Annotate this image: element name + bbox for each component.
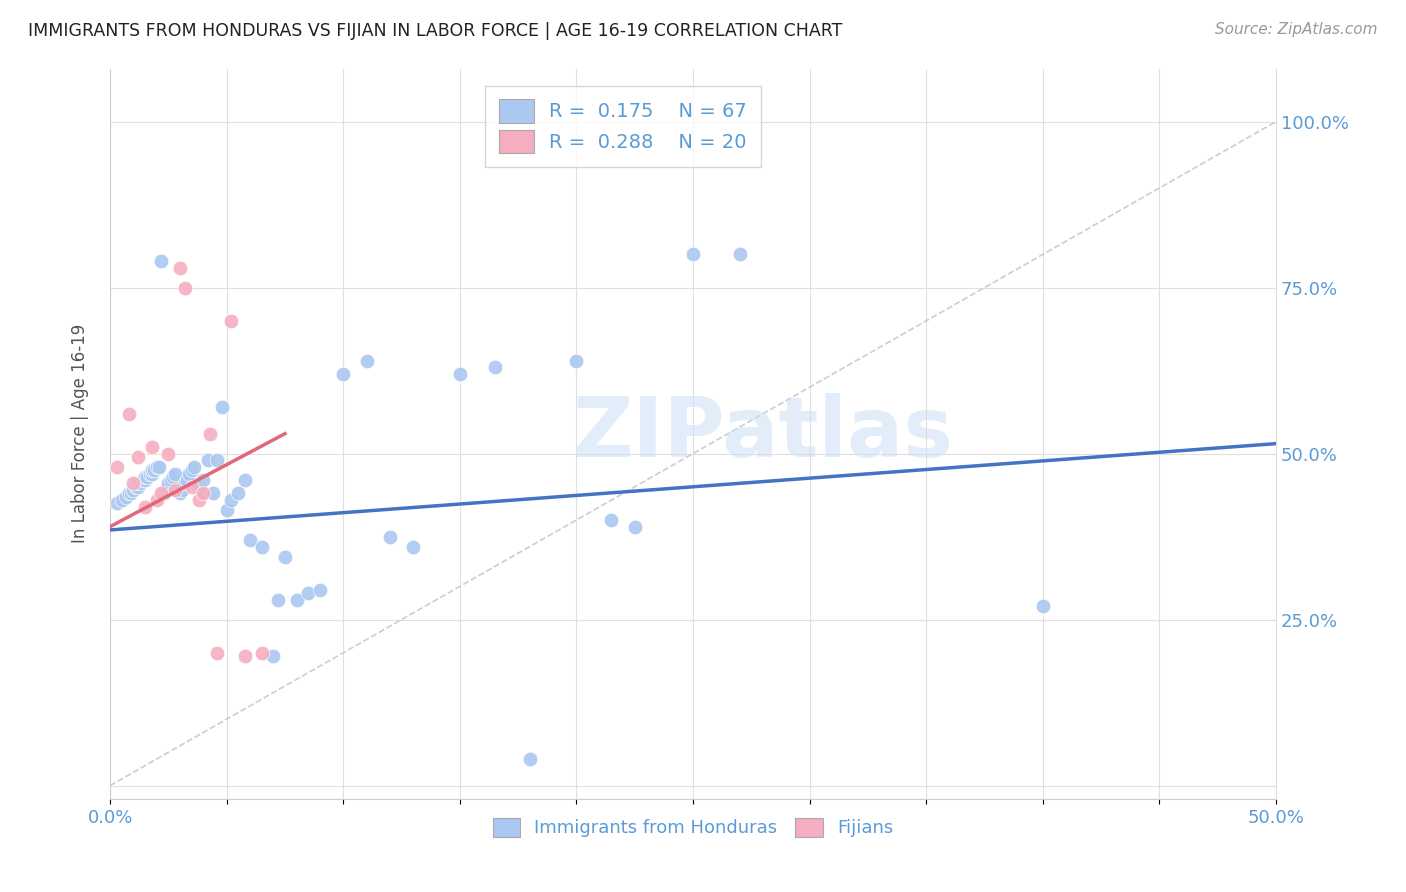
Point: [262, 649, 284, 664]
Point: [250, 540, 273, 554]
Text: Source: ZipAtlas.com: Source: ZipAtlas.com: [1215, 22, 1378, 37]
Point: [134, 470, 156, 484]
Point: [157, 476, 180, 491]
Point: [127, 476, 149, 491]
Point: [141, 440, 163, 454]
Point: [211, 400, 233, 414]
Point: [145, 493, 167, 508]
Point: [155, 483, 177, 497]
Legend: Immigrants from Honduras, Fijians: Immigrants from Honduras, Fijians: [485, 811, 900, 845]
Point: [332, 367, 354, 381]
Point: [378, 530, 401, 544]
Point: [134, 500, 156, 514]
Point: [105, 496, 128, 510]
Point: [105, 459, 128, 474]
Point: [187, 493, 209, 508]
Point: [173, 476, 195, 491]
Point: [228, 486, 250, 500]
Point: [169, 260, 191, 275]
Point: [141, 463, 163, 477]
Point: [132, 473, 155, 487]
Point: [267, 592, 290, 607]
Point: [152, 486, 174, 500]
Point: [134, 473, 156, 487]
Point: [157, 447, 180, 461]
Text: IMMIGRANTS FROM HONDURAS VS FIJIAN IN LABOR FORCE | AGE 16-19 CORRELATION CHART: IMMIGRANTS FROM HONDURAS VS FIJIAN IN LA…: [28, 22, 842, 40]
Point: [141, 467, 163, 481]
Point: [250, 646, 273, 660]
Point: [127, 450, 149, 464]
Point: [239, 533, 262, 547]
Point: [118, 407, 141, 421]
Point: [207, 453, 229, 467]
Point: [215, 503, 238, 517]
Point: [519, 752, 541, 766]
Point: [1032, 599, 1054, 614]
Point: [115, 490, 138, 504]
Point: [129, 476, 152, 491]
Point: [127, 480, 149, 494]
Point: [600, 513, 623, 527]
Point: [201, 486, 224, 500]
Point: [565, 353, 588, 368]
Point: [125, 480, 148, 494]
Point: [162, 470, 184, 484]
Point: [233, 473, 256, 487]
Point: [122, 483, 145, 497]
Point: [143, 463, 166, 477]
Point: [623, 519, 645, 533]
Point: [111, 493, 134, 508]
Point: [180, 463, 202, 477]
Point: [274, 549, 297, 564]
Point: [165, 483, 187, 497]
Point: [285, 592, 308, 607]
Point: [728, 247, 751, 261]
Point: [183, 459, 205, 474]
Point: [120, 486, 142, 500]
Point: [402, 540, 425, 554]
Point: [221, 493, 243, 508]
Point: [165, 467, 187, 481]
Point: [169, 486, 191, 500]
Point: [187, 480, 209, 494]
Point: [207, 646, 229, 660]
Point: [309, 582, 332, 597]
Y-axis label: In Labor Force | Age 16-19: In Labor Force | Age 16-19: [72, 324, 89, 543]
Point: [682, 247, 704, 261]
Point: [122, 483, 145, 497]
Point: [180, 480, 202, 494]
Point: [356, 353, 378, 368]
Point: [118, 486, 141, 500]
Point: [150, 254, 173, 268]
Point: [138, 467, 160, 481]
Point: [297, 586, 319, 600]
Point: [221, 314, 243, 328]
Point: [148, 459, 170, 474]
Point: [176, 473, 198, 487]
Point: [179, 467, 201, 481]
Point: [484, 360, 506, 375]
Point: [233, 649, 256, 664]
Text: ZIPatlas: ZIPatlas: [572, 393, 953, 475]
Point: [136, 470, 159, 484]
Point: [157, 480, 180, 494]
Point: [193, 486, 215, 500]
Point: [449, 367, 471, 381]
Point: [193, 473, 215, 487]
Point: [173, 280, 195, 294]
Point: [200, 426, 222, 441]
Point: [150, 486, 173, 500]
Point: [197, 453, 219, 467]
Point: [159, 473, 181, 487]
Point: [122, 476, 145, 491]
Point: [172, 483, 194, 497]
Point: [145, 459, 167, 474]
